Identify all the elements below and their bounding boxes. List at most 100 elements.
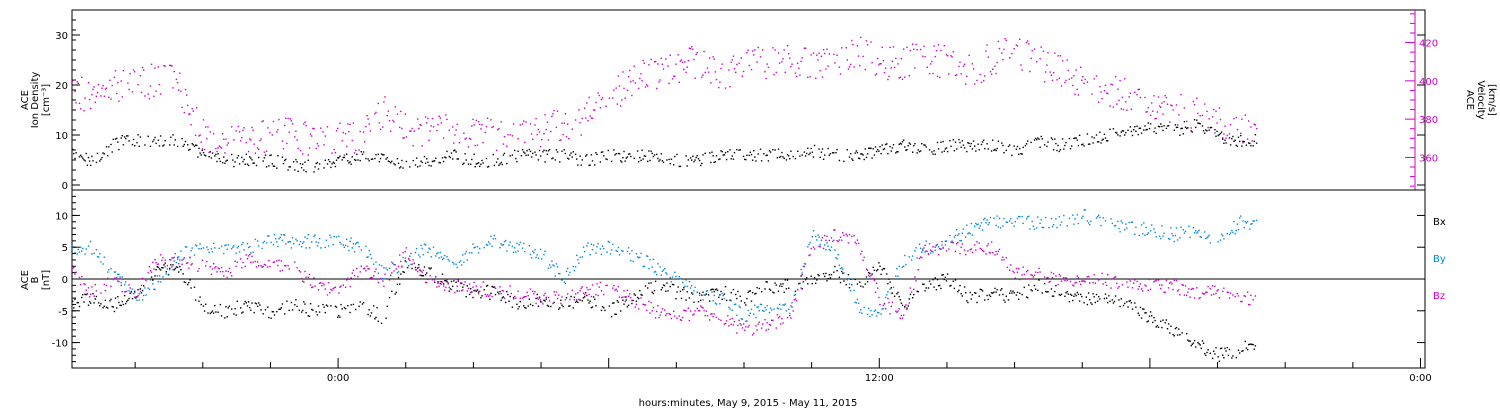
data-point: [621, 161, 623, 163]
data-point: [84, 253, 86, 255]
data-point: [141, 289, 144, 292]
data-point: [442, 285, 445, 287]
data-point: [647, 160, 649, 163]
data-point: [671, 78, 674, 80]
data-point: [1013, 292, 1015, 294]
data-point: [745, 320, 747, 322]
data-point: [172, 264, 174, 266]
data-point: [404, 260, 406, 262]
data-point: [878, 296, 880, 299]
data-point: [396, 272, 399, 274]
data-point: [1084, 78, 1086, 81]
data-point: [675, 298, 677, 300]
data-point: [636, 256, 639, 258]
data-point: [788, 53, 790, 55]
data-point: [395, 268, 397, 270]
data-point: [1074, 282, 1076, 284]
data-point: [913, 145, 915, 147]
data-point: [170, 136, 172, 138]
data-point: [445, 286, 447, 289]
axis-labels: ACE Ion Density [cm⁻³] ACE Velocity [km/…: [20, 72, 1497, 409]
data-point: [614, 289, 616, 291]
data-point: [104, 88, 107, 90]
data-point: [185, 94, 188, 96]
data-point: [1034, 137, 1037, 140]
data-point: [863, 256, 865, 259]
data-point: [1104, 137, 1107, 139]
data-point: [711, 151, 713, 153]
data-point: [1250, 294, 1252, 296]
data-point: [315, 147, 317, 150]
data-point: [523, 151, 525, 153]
data-point: [793, 299, 795, 301]
data-point: [904, 254, 906, 257]
data-point: [1236, 223, 1239, 225]
data-point: [1033, 274, 1036, 276]
data-point: [1110, 287, 1112, 289]
data-point: [474, 246, 476, 248]
data-point: [1169, 282, 1171, 284]
data-point: [1110, 83, 1112, 85]
data-point: [390, 162, 392, 164]
data-point: [857, 157, 860, 159]
right-tick-label-420: 420: [1419, 39, 1438, 50]
data-point: [359, 130, 361, 133]
data-point: [905, 149, 907, 151]
data-point: [150, 271, 153, 273]
ylabel-right-line1: ACE: [1464, 90, 1475, 110]
data-point: [122, 144, 125, 146]
data-point: [658, 160, 660, 162]
data-point: [824, 154, 826, 156]
data-point: [1143, 129, 1145, 131]
data-point: [99, 253, 101, 255]
data-point: [547, 296, 550, 299]
data-point: [1253, 220, 1255, 222]
data-point: [1119, 80, 1121, 82]
data-point: [591, 160, 594, 162]
data-point: [820, 55, 823, 58]
data-point: [660, 311, 662, 313]
data-point: [144, 95, 146, 97]
data-point: [650, 58, 652, 61]
data-point: [561, 296, 563, 298]
data-point: [541, 258, 543, 260]
data-point: [489, 298, 491, 300]
data-point: [693, 161, 695, 163]
data-point: [134, 291, 136, 294]
data-point: [764, 71, 766, 73]
data-point: [377, 320, 379, 322]
data-point: [691, 292, 693, 294]
data-point: [968, 142, 970, 145]
data-point: [838, 239, 841, 241]
data-point: [192, 110, 194, 112]
data-point: [725, 320, 728, 322]
data-point: [524, 296, 526, 298]
data-point: [905, 304, 907, 306]
data-point: [1201, 292, 1204, 294]
data-point: [495, 161, 498, 163]
data-point: [576, 158, 578, 160]
data-point: [338, 292, 340, 294]
data-point: [1174, 327, 1177, 330]
data-point: [165, 271, 167, 273]
data-point: [399, 167, 401, 169]
x-axis: 0:00 12:00 0:00: [134, 358, 1432, 384]
data-point: [281, 269, 284, 272]
data-point: [128, 297, 130, 300]
data-point: [768, 323, 771, 326]
data-point: [552, 264, 554, 266]
data-point: [683, 309, 685, 312]
data-point: [622, 296, 624, 298]
data-point: [1147, 289, 1149, 291]
data-point: [583, 296, 586, 298]
data-point: [675, 275, 677, 278]
data-point: [753, 313, 755, 315]
data-point: [341, 308, 343, 310]
data-point: [132, 293, 135, 295]
data-point: [256, 305, 259, 307]
data-point: [1118, 99, 1120, 102]
data-point: [963, 63, 966, 65]
data-point: [963, 147, 966, 149]
data-point: [698, 294, 701, 296]
data-point: [442, 283, 445, 285]
